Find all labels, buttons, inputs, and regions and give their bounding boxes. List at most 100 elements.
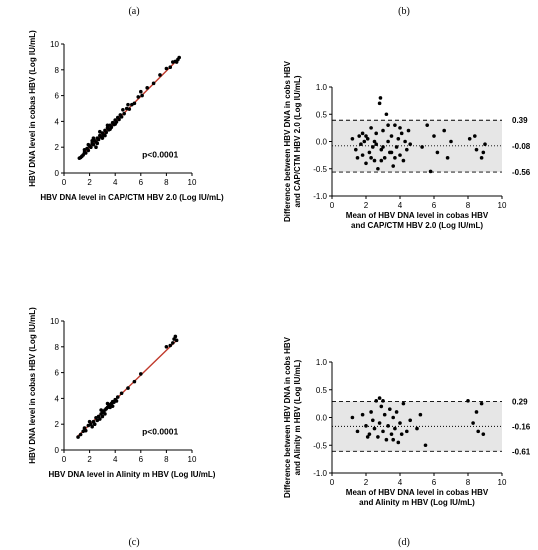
data-point xyxy=(384,112,389,117)
panel-label-c: (c) xyxy=(128,537,139,548)
x-tick-label: 0 xyxy=(330,478,335,487)
data-point xyxy=(381,429,385,434)
data-point xyxy=(100,136,105,140)
data-point xyxy=(408,418,413,423)
data-point xyxy=(393,123,397,127)
data-point xyxy=(396,440,401,445)
data-point xyxy=(393,426,397,431)
data-point xyxy=(367,432,372,436)
data-point xyxy=(354,147,358,152)
data-point xyxy=(92,422,97,427)
y-axis-title-line: and Alinity m HBV (Log IU/mL) xyxy=(293,359,302,475)
data-point xyxy=(376,435,380,439)
y-tick-label: 8 xyxy=(55,343,60,352)
data-point xyxy=(140,93,144,98)
data-point xyxy=(381,145,385,149)
data-point xyxy=(364,424,368,428)
x-tick-label: 4 xyxy=(398,478,403,487)
data-point xyxy=(360,412,365,417)
data-point xyxy=(386,139,390,144)
data-point xyxy=(86,142,91,147)
data-point xyxy=(127,107,132,111)
data-point xyxy=(82,426,87,430)
reference-value-label: 0.39 xyxy=(512,116,528,125)
data-point xyxy=(121,107,125,112)
x-tick-label: 8 xyxy=(164,178,169,187)
data-point xyxy=(76,435,80,439)
data-point xyxy=(435,150,440,155)
data-point xyxy=(136,95,141,99)
y-tick-label: 2 xyxy=(55,143,60,152)
x-axis-title: HBV DNA level in Alinity m HBV (Log IU/m… xyxy=(49,470,216,479)
x-tick-label: 6 xyxy=(139,178,144,187)
scatter-chart-c: 0 2 4 6 8 10 0 2 4 6 8 10 p<0.0001 HBV DNA level in A… xyxy=(28,307,216,479)
y-tick-label: 0.5 xyxy=(316,110,328,119)
data-point xyxy=(374,131,379,136)
bland-altman-chart-b: 0.39 -0.08 -0.56 0 2 4 6 8 10 -1.0 -0.5 0.0 0.5 1.0 Me… xyxy=(283,60,531,230)
data-point xyxy=(479,401,484,406)
data-point xyxy=(126,102,130,107)
data-point xyxy=(372,139,377,144)
y-tick-label: 0 xyxy=(55,169,60,178)
y-tick-label: -1.0 xyxy=(313,192,327,201)
data-point xyxy=(408,142,413,147)
y-tick-label: 0.5 xyxy=(316,386,328,395)
data-point xyxy=(391,415,396,420)
x-tick-label: 2 xyxy=(364,201,369,210)
data-point xyxy=(99,408,103,412)
data-point xyxy=(425,123,430,127)
y-tick-label: 0 xyxy=(55,446,60,455)
x-tick-label: 4 xyxy=(113,178,118,187)
data-point xyxy=(139,372,143,376)
data-point xyxy=(108,127,112,131)
data-point xyxy=(381,399,385,403)
data-point xyxy=(386,424,390,428)
data-point xyxy=(377,101,382,106)
data-point xyxy=(442,128,447,133)
data-point xyxy=(369,410,373,414)
data-point xyxy=(100,414,105,419)
data-point xyxy=(173,334,178,339)
data-point xyxy=(122,111,126,116)
x-tick-label: 0 xyxy=(62,455,67,464)
data-point xyxy=(82,147,87,152)
data-point xyxy=(174,338,179,343)
data-point xyxy=(139,89,143,94)
data-point xyxy=(174,60,179,64)
x-tick-label: 0 xyxy=(62,178,67,187)
data-point xyxy=(483,142,487,147)
data-point xyxy=(86,148,91,153)
data-point xyxy=(398,126,402,130)
y-tick-label: 8 xyxy=(55,66,60,75)
y-tick-label: -1.0 xyxy=(313,469,327,478)
x-tick-label: 8 xyxy=(164,455,169,464)
data-point xyxy=(83,151,88,155)
data-point xyxy=(399,131,404,136)
data-point xyxy=(91,136,96,140)
data-point xyxy=(355,156,360,160)
data-point xyxy=(105,123,110,128)
data-point xyxy=(365,136,370,141)
data-point xyxy=(428,169,433,174)
data-point xyxy=(164,345,169,349)
y-tick-label: 2 xyxy=(55,420,60,429)
data-point xyxy=(177,55,181,60)
data-point xyxy=(369,156,373,160)
data-point xyxy=(394,145,399,149)
data-point xyxy=(372,426,377,431)
y-tick-label: 6 xyxy=(55,369,60,378)
data-point xyxy=(471,421,475,425)
data-point xyxy=(145,86,149,90)
data-point xyxy=(364,161,368,166)
data-point xyxy=(406,128,411,133)
data-point xyxy=(87,419,92,424)
y-axis-title-line: Difference between HBV DNA in cobs HBV xyxy=(283,336,292,498)
data-point xyxy=(466,399,470,403)
data-point xyxy=(78,432,83,437)
x-tick-label: 4 xyxy=(398,201,403,210)
data-point xyxy=(350,415,355,420)
data-point xyxy=(168,65,173,70)
data-point xyxy=(388,407,392,411)
data-point xyxy=(110,404,115,408)
data-point xyxy=(113,122,117,126)
